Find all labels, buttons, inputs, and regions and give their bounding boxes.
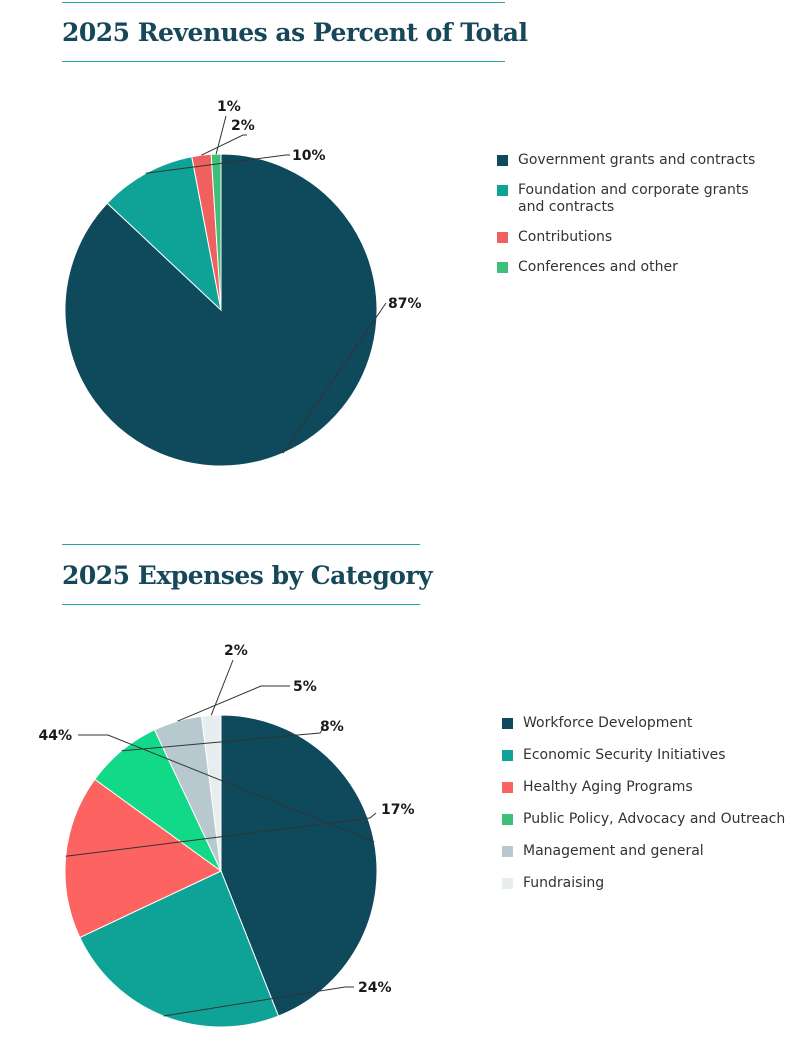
revenue-title-bottom-rule — [62, 61, 505, 62]
pie-value-label-0-3: 1% — [217, 99, 241, 115]
pie-value-label-1-1: 24% — [358, 980, 392, 996]
expense-title-top-rule — [62, 544, 420, 545]
pie-value-label-1-2: 17% — [381, 802, 415, 818]
pie-leader-line-1-3 — [121, 729, 323, 752]
expense-legend-swatch — [502, 782, 513, 793]
pie-leader-line-0-1 — [145, 154, 290, 174]
revenue-legend-label: Conferences and other — [518, 259, 678, 275]
expense-legend-swatch — [502, 814, 513, 825]
revenue-legend: Government grants and contracts Foundati… — [497, 152, 787, 292]
pie-leader-line-1-0 — [78, 734, 375, 843]
expense-title-bottom-rule — [62, 604, 420, 605]
expense-legend-item-fundraising: Fundraising — [502, 875, 604, 892]
revenue-chart-title: 2025 Revenues as Percent of Total — [62, 18, 528, 47]
pie-leader-line-1-2 — [65, 812, 377, 857]
revenue-legend-swatch — [497, 232, 508, 243]
expense-legend-label: Management and general — [523, 843, 704, 859]
pie-value-label-1-0: 44% — [38, 728, 72, 744]
pie-slice-1-5 — [200, 714, 222, 872]
pie-value-label-0-1: 10% — [292, 148, 326, 164]
pie-leader-line-1-4 — [177, 685, 290, 722]
pie-value-label-0-2: 2% — [231, 118, 255, 134]
expense-legend-label: Healthy Aging Programs — [523, 779, 693, 795]
expense-legend-item-workforce: Workforce Development — [502, 715, 692, 732]
expense-legend-label: Fundraising — [523, 875, 605, 891]
revenue-title-top-rule — [62, 2, 505, 3]
pie-leader-line-0-3 — [215, 115, 227, 155]
expense-pie-chart: 44% 24% 17% 8% 5% 2% — [38, 643, 415, 1028]
pie-value-label-1-5: 2% — [224, 643, 248, 659]
expense-legend-item-economic-security: Economic Security Initiatives — [502, 747, 726, 764]
expense-legend-item-public-policy: Public Policy, Advocacy and Outreach — [502, 811, 785, 828]
expense-legend: Workforce Development Economic Security … — [502, 715, 792, 905]
pie-value-label-1-4: 5% — [293, 679, 317, 695]
revenue-legend-swatch — [497, 262, 508, 273]
pie-slice-1-0 — [220, 714, 378, 1017]
pie-value-label-0-0: 87% — [388, 296, 422, 312]
expense-legend-swatch — [502, 750, 513, 761]
expense-legend-swatch — [502, 718, 513, 729]
revenue-legend-label: Government grants and contracts — [518, 152, 756, 168]
revenue-legend-item-foundation: Foundation and corporate grants and cont… — [497, 182, 749, 216]
revenue-legend-swatch — [497, 185, 508, 196]
expense-legend-item-healthy-aging: Healthy Aging Programs — [502, 779, 693, 796]
expense-legend-label: Economic Security Initiatives — [523, 747, 726, 763]
expense-legend-swatch — [502, 878, 513, 889]
revenue-legend-item-government: Government grants and contracts — [497, 152, 755, 169]
expense-legend-item-management: Management and general — [502, 843, 704, 860]
revenue-legend-label: Contributions — [518, 229, 613, 245]
revenue-pie-chart: 87% 10% 2% 1% — [64, 99, 422, 467]
expense-chart-title: 2025 Expenses by Category — [62, 561, 433, 590]
revenue-legend-label: Foundation and corporate grants and cont… — [518, 182, 749, 215]
pie-value-label-1-3: 8% — [320, 719, 344, 735]
expense-legend-label: Workforce Development — [523, 715, 693, 731]
revenue-legend-item-conferences: Conferences and other — [497, 259, 678, 276]
expense-legend-swatch — [502, 846, 513, 857]
revenue-legend-swatch — [497, 155, 508, 166]
revenue-legend-item-contributions: Contributions — [497, 229, 612, 246]
pie-leader-line-0-0 — [282, 302, 387, 454]
pie-leader-line-0-2 — [201, 134, 247, 156]
pie-leader-line-1-1 — [163, 986, 354, 1017]
pie-leader-line-1-5 — [210, 659, 234, 716]
expense-legend-label: Public Policy, Advocacy and Outreach — [523, 811, 786, 827]
